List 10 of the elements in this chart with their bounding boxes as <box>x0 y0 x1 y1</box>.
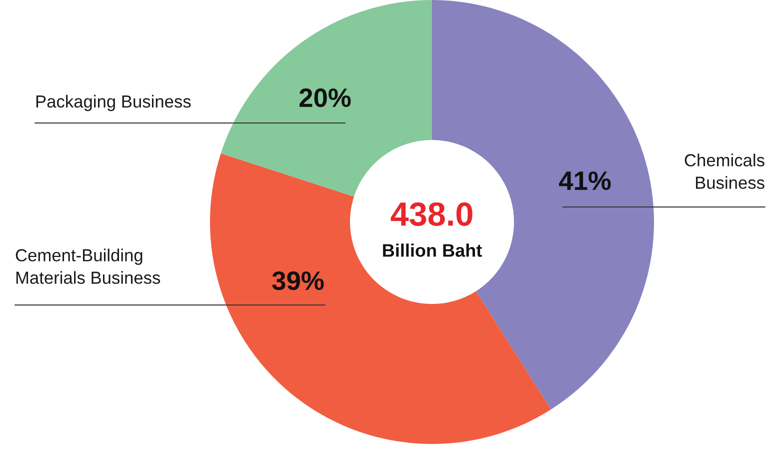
data-label: 20% <box>300 88 351 108</box>
donut-slice <box>220 0 432 197</box>
data-label: 39% <box>272 271 324 290</box>
slice-label: Cement-Building Materials Business <box>16 248 160 284</box>
text: 438.0 <box>390 202 472 226</box>
data-label: 41% <box>558 171 611 190</box>
slice-label: Chemicals Business <box>684 154 764 189</box>
text: Billion Baht <box>383 244 482 257</box>
slice-label: Packaging Business <box>36 94 191 112</box>
donut-slice <box>210 153 551 444</box>
